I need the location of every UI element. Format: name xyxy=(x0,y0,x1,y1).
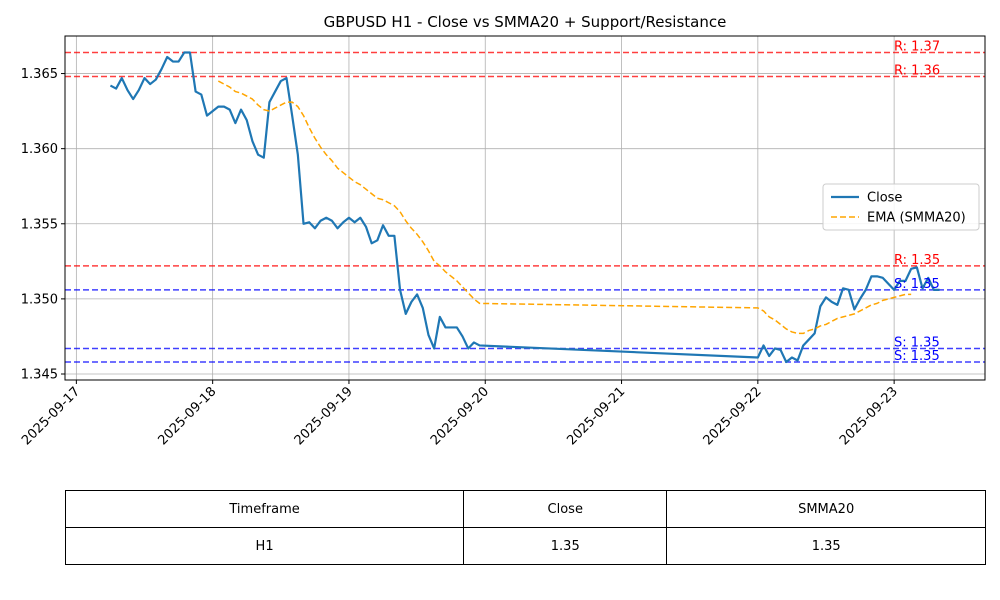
resistance-level-label: R: 1.37 xyxy=(894,40,940,55)
legend-box xyxy=(822,183,980,231)
cell-close: 1.35 xyxy=(463,527,668,565)
y-tick-label: 1.345 xyxy=(21,367,58,382)
y-tick-label: 1.360 xyxy=(21,142,58,157)
table-row: H1 1.35 1.35 xyxy=(64,527,986,565)
summary-table: Timeframe Close SMMA20 H1 1.35 1.35 xyxy=(64,490,986,565)
x-tick-label: 2025-09-22 xyxy=(701,384,765,448)
cell-timeframe: H1 xyxy=(64,527,465,565)
x-tick-label: 2025-09-17 xyxy=(19,384,83,448)
y-tick-label: 1.355 xyxy=(21,217,58,232)
smma20-series-line xyxy=(217,80,912,335)
x-tick-label: 2025-09-18 xyxy=(155,384,219,448)
chart-title: GBPUSD H1 - Close vs SMMA20 + Support/Re… xyxy=(324,13,727,31)
header-smma20: SMMA20 xyxy=(666,490,986,528)
legend-entry: EMA (SMMA20) xyxy=(867,211,966,226)
support-level-label: S: 1.35 xyxy=(894,349,940,364)
y-tick-label: 1.365 xyxy=(21,67,58,82)
x-tick-label: 2025-09-21 xyxy=(564,384,628,448)
y-tick-label: 1.350 xyxy=(21,292,58,307)
resistance-level-label: R: 1.36 xyxy=(894,64,940,79)
header-timeframe: Timeframe xyxy=(64,490,465,528)
header-close: Close xyxy=(463,490,668,528)
cell-smma20: 1.35 xyxy=(666,527,986,565)
resistance-level-label: R: 1.35 xyxy=(894,253,940,268)
table-header-row: Timeframe Close SMMA20 xyxy=(64,490,986,528)
plot-area: R: 1.37R: 1.36R: 1.35S: 1.35S: 1.35S: 1.… xyxy=(19,35,986,448)
x-tick-label: 2025-09-19 xyxy=(292,384,356,448)
x-tick-label: 2025-09-20 xyxy=(428,384,492,448)
support-level-label: S: 1.35 xyxy=(894,277,940,292)
close-series-line xyxy=(109,51,940,364)
legend-entry: Close xyxy=(867,191,902,206)
plot-frame xyxy=(64,35,986,381)
x-tick-label: 2025-09-23 xyxy=(837,384,901,448)
support-level-label: S: 1.35 xyxy=(894,335,940,350)
chart: GBPUSD H1 - Close vs SMMA20 + Support/Re… xyxy=(19,13,986,448)
